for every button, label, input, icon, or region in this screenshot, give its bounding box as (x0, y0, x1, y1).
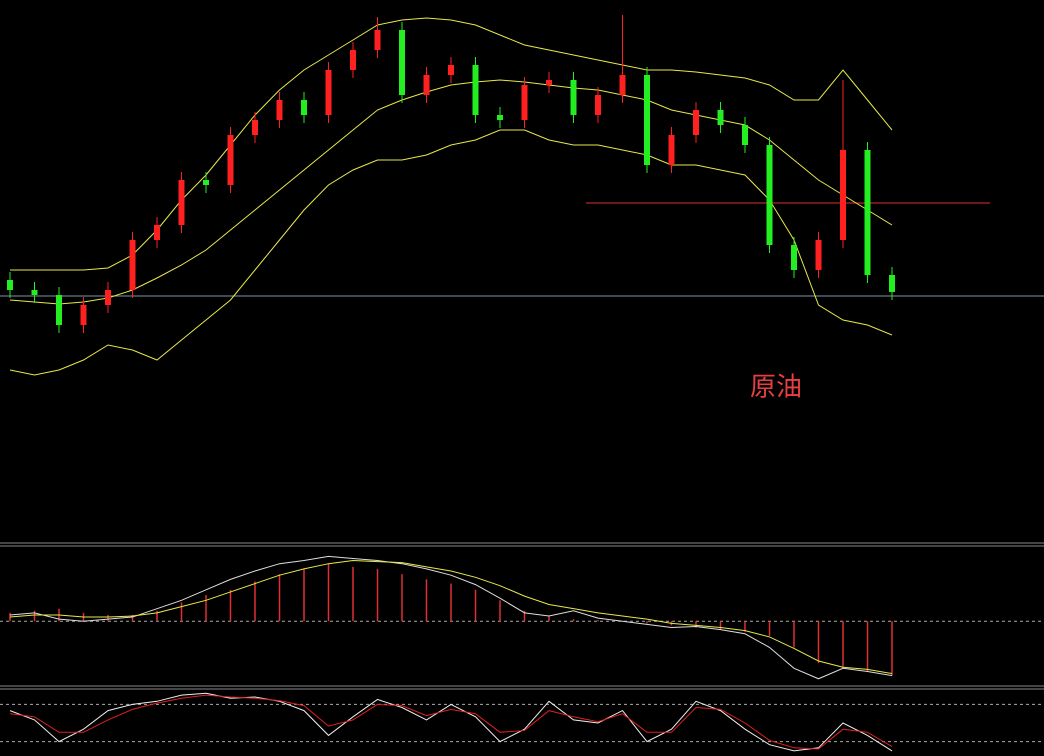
candle-body (350, 50, 356, 70)
macd-line (9, 560, 893, 675)
candle-body (693, 110, 699, 135)
oscillator-line (9, 694, 893, 750)
band-line (9, 129, 893, 376)
candle-body (56, 295, 62, 325)
candle-body (766, 145, 773, 245)
candle-body (80, 305, 87, 325)
annotation: 原油 (750, 373, 802, 403)
candle-body (815, 240, 822, 270)
candle-body (668, 135, 675, 165)
candle-body (619, 75, 626, 95)
candle-body (864, 150, 871, 275)
candle-body (399, 30, 405, 95)
macd-line (9, 555, 893, 680)
candle-body (276, 100, 283, 120)
candle-body (129, 240, 136, 290)
candle-body (178, 180, 185, 225)
candle-body (325, 70, 332, 115)
candle-body (644, 75, 650, 165)
candle-body (521, 85, 528, 120)
candle-body (497, 115, 503, 120)
candle-body (423, 75, 430, 95)
candle-body (546, 80, 552, 85)
candle-body (889, 275, 895, 292)
candle-body (227, 135, 234, 185)
candle-body (840, 150, 846, 240)
candle-body (31, 290, 38, 295)
candle-body (595, 95, 601, 115)
candle-body (7, 280, 13, 290)
candle-body (717, 110, 724, 125)
oscillator-line (9, 692, 893, 752)
candle-body (374, 30, 381, 50)
candle-body (472, 65, 479, 115)
candle-body (252, 120, 258, 135)
candle-body (203, 180, 209, 185)
candle-body (742, 125, 748, 145)
candle-body (154, 225, 160, 240)
candle-body (791, 245, 797, 270)
candle-body (448, 65, 454, 75)
candle-body (301, 100, 307, 115)
candle-body (570, 80, 577, 115)
candle-body (105, 290, 111, 305)
